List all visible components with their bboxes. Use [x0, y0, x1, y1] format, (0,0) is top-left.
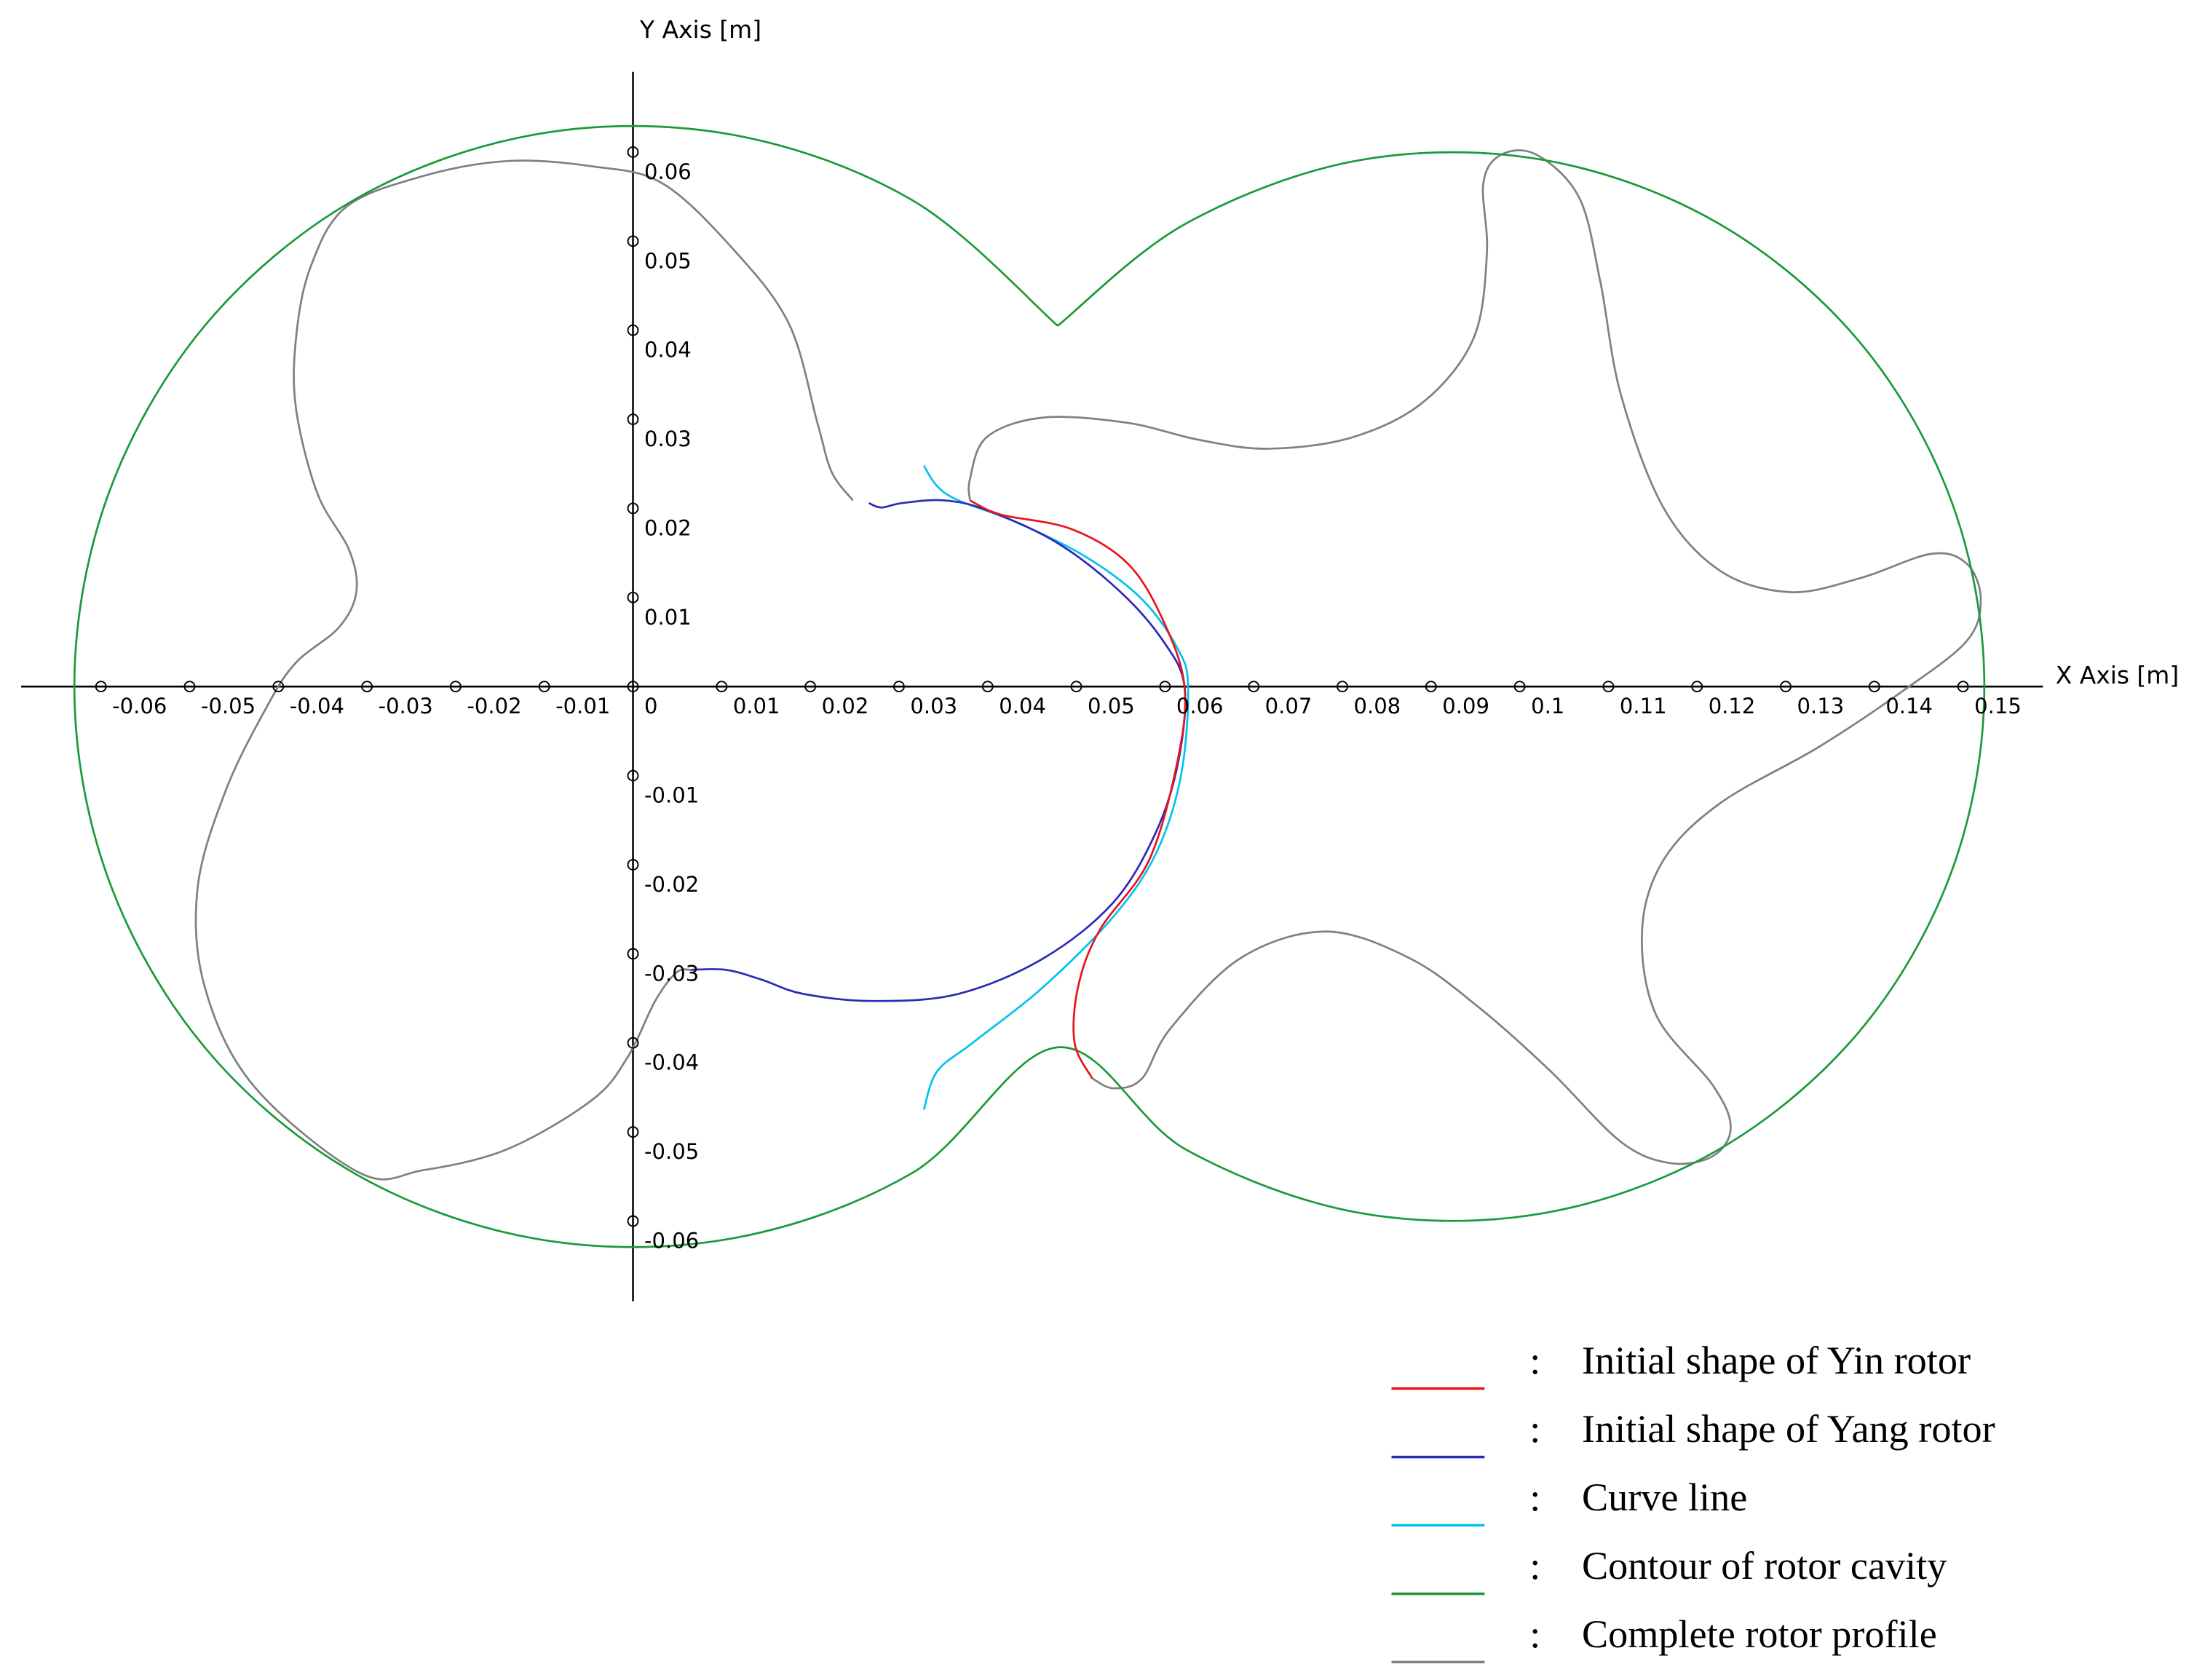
legend-label: Curve line — [1582, 1475, 1747, 1519]
x-axis-label: X Axis [m] — [2056, 661, 2179, 689]
x-tick-mark — [716, 681, 728, 693]
legend-label: Initial shape of Yang rotor — [1582, 1407, 1995, 1451]
legend-separator: : — [1529, 1475, 1540, 1519]
y-tick-label: -0.05 — [644, 1139, 699, 1164]
y-tick-label: -0.06 — [644, 1229, 699, 1253]
series-line — [73, 124, 1986, 1248]
legend-label: Initial shape of Yin rotor — [1582, 1339, 1971, 1382]
y-tick-mark — [627, 859, 639, 871]
y-tick-mark — [627, 1037, 639, 1049]
x-tick-label: 0.13 — [1797, 694, 1845, 718]
x-tick-mark — [1868, 681, 1880, 693]
x-tick-mark — [95, 681, 107, 693]
y-tick-label: -0.04 — [644, 1050, 699, 1075]
x-tick-label: 0.07 — [1265, 694, 1313, 718]
x-tick-mark — [1780, 681, 1792, 693]
series-line — [194, 149, 1982, 1181]
legend-separator: : — [1529, 1544, 1540, 1588]
y-tick-mark — [627, 1126, 639, 1138]
x-tick-label: -0.05 — [201, 694, 256, 718]
legend-separator: : — [1529, 1612, 1540, 1656]
x-tick-mark — [183, 681, 196, 693]
y-tick-label: -0.01 — [644, 783, 699, 808]
legend-label: Complete rotor profile — [1582, 1612, 1937, 1656]
x-tick-label: 0.01 — [733, 694, 780, 718]
x-tick-label: 0.03 — [910, 694, 957, 718]
x-tick-label: 0.09 — [1442, 694, 1489, 718]
x-tick-mark — [804, 681, 817, 693]
y-tick-mark — [627, 1215, 639, 1227]
y-tick-mark — [627, 413, 639, 425]
legend-label: Contour of rotor cavity — [1582, 1544, 1947, 1588]
x-tick-mark — [538, 681, 550, 693]
y-tick-label: 0.02 — [644, 515, 692, 540]
y-tick-label: -0.03 — [644, 961, 699, 986]
x-tick-label: 0.04 — [999, 694, 1046, 718]
x-tick-label: 0.05 — [1088, 694, 1135, 718]
series-line — [969, 499, 1187, 1079]
x-tick-label: -0.01 — [555, 694, 610, 718]
x-tick-mark — [627, 681, 639, 693]
y-tick-label: 0.04 — [644, 338, 692, 362]
y-tick-label: 0.06 — [644, 159, 692, 184]
x-tick-label: -0.03 — [379, 694, 433, 718]
y-tick-mark — [627, 769, 639, 782]
x-tick-label: -0.02 — [467, 694, 521, 718]
y-tick-mark — [627, 324, 639, 336]
x-tick-mark — [1337, 681, 1348, 693]
x-tick-label: 0.11 — [1620, 694, 1667, 718]
x-tick-label: 0.12 — [1709, 694, 1756, 718]
x-tick-mark — [1513, 681, 1526, 693]
y-tick-label: -0.02 — [644, 872, 699, 897]
x-tick-mark — [449, 681, 462, 693]
x-tick-label: -0.06 — [112, 694, 167, 718]
x-tick-label: 0.08 — [1353, 694, 1401, 718]
y-tick-label: 0.05 — [644, 248, 692, 273]
x-tick-label: 0.1 — [1531, 694, 1564, 718]
y-tick-mark — [627, 146, 639, 158]
legend-separator: : — [1529, 1339, 1540, 1382]
x-tick-mark — [361, 681, 373, 693]
y-axis-label: Y Axis [m] — [639, 15, 761, 44]
x-tick-label: 0.06 — [1176, 694, 1224, 718]
y-tick-mark — [627, 502, 639, 515]
x-tick-mark — [1425, 681, 1437, 693]
x-tick-mark — [272, 681, 285, 693]
legend-separator: : — [1529, 1407, 1540, 1451]
x-tick-mark — [1070, 681, 1082, 693]
x-tick-label: 0.14 — [1885, 694, 1933, 718]
x-tick-label: 0.02 — [822, 694, 869, 718]
series-line — [922, 464, 1189, 1110]
x-tick-mark — [893, 681, 905, 693]
y-tick-label: 0.01 — [644, 605, 692, 630]
x-tick-label: 0 — [644, 694, 657, 718]
x-tick-mark — [1957, 681, 1969, 693]
y-tick-mark — [627, 948, 639, 960]
x-tick-label: 0.15 — [1974, 694, 2022, 718]
series-line — [690, 499, 1187, 1002]
x-tick-mark — [1248, 681, 1260, 693]
x-tick-mark — [1159, 681, 1171, 693]
y-tick-mark — [627, 235, 639, 247]
x-tick-label: -0.04 — [290, 694, 344, 718]
x-tick-mark — [1691, 681, 1703, 693]
y-tick-label: 0.03 — [644, 427, 692, 451]
x-tick-mark — [981, 681, 994, 693]
x-tick-mark — [1602, 681, 1615, 693]
y-tick-mark — [627, 591, 639, 603]
